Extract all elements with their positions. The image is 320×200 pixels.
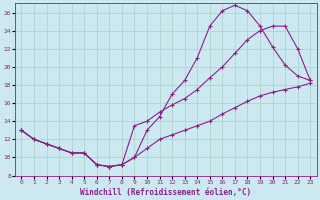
X-axis label: Windchill (Refroidissement éolien,°C): Windchill (Refroidissement éolien,°C) <box>80 188 252 197</box>
